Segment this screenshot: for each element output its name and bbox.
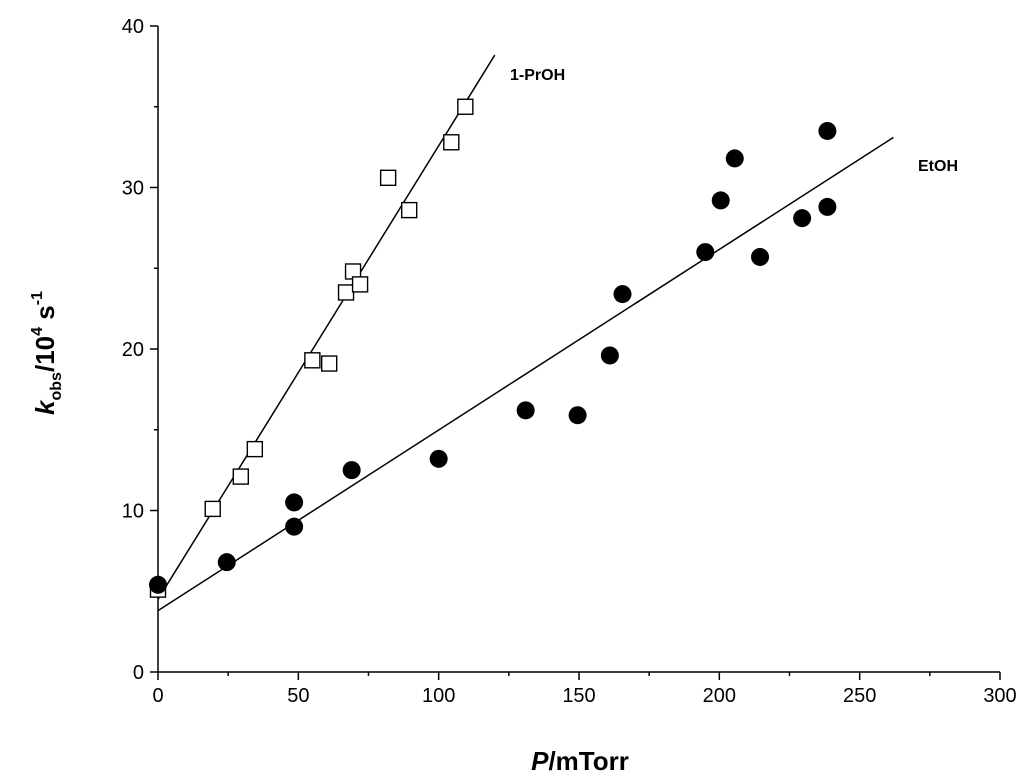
x-tick-label: 300: [983, 685, 1016, 707]
y-axis-title-exponent: 4: [29, 327, 46, 336]
y-axis-title-scale: /10: [30, 336, 60, 372]
fit-line-etoh: [157, 136, 894, 612]
data-point-etoh: [568, 406, 587, 425]
data-point-1-proh: [204, 500, 221, 518]
series-labels: 1-PrOH EtOH: [510, 67, 958, 175]
data-point-etoh: [818, 121, 837, 140]
data-point-etoh: [285, 493, 304, 512]
data-point-etoh: [711, 191, 730, 210]
data-point-1-proh: [246, 440, 264, 458]
data-point-etoh: [613, 285, 632, 304]
x-tick-label: 100: [422, 685, 455, 707]
axes: 0 50 100 150 200 250 300 0 10 20 30 40: [122, 16, 1017, 707]
x-axis-title-unit: /mTorr: [548, 746, 628, 776]
y-tick-label: 10: [122, 501, 144, 523]
data-point-1-proh: [443, 134, 460, 151]
y-tick-label: 0: [133, 662, 144, 684]
data-point-etoh: [696, 243, 715, 262]
data-point-1-proh: [379, 169, 397, 187]
y-tick-label: 20: [122, 339, 144, 361]
y-tick-label: 40: [122, 16, 144, 38]
y-axis-title: kobs/104 s-1: [29, 291, 65, 415]
data-point-etoh: [342, 461, 361, 480]
data-point-1-proh: [232, 468, 249, 485]
data-points: [149, 98, 837, 598]
y-axis-title-unit: s: [30, 305, 60, 327]
data-point-etoh: [818, 197, 837, 216]
data-point-1-proh: [457, 98, 474, 115]
data-point-etoh: [793, 209, 812, 228]
y-axis-title-symbol: k: [30, 399, 60, 415]
series-label-1-proh: 1-PrOH: [510, 67, 565, 84]
data-point-1-proh: [351, 276, 369, 293]
data-point-1-proh: [337, 284, 355, 301]
data-point-etoh: [751, 247, 770, 266]
series-label-etoh: EtOH: [918, 158, 958, 175]
x-tick-label: 200: [703, 685, 736, 707]
data-point-etoh: [217, 553, 236, 572]
data-point-etoh: [725, 149, 744, 168]
y-axis-title-subscript: obs: [48, 372, 65, 401]
x-axis-title-symbol: P: [531, 746, 549, 776]
data-point-etoh: [600, 346, 619, 365]
y-tick-label: 30: [122, 178, 144, 200]
x-tick-label: 250: [843, 685, 876, 707]
x-tick-label: 50: [287, 685, 309, 707]
data-point-etoh: [285, 517, 304, 536]
data-point-etoh: [516, 401, 535, 420]
x-tick-label: 150: [562, 685, 595, 707]
y-axis-title-unit-exponent: -1: [29, 291, 46, 305]
data-point-etoh: [149, 575, 167, 594]
x-tick-label: 0: [152, 685, 163, 707]
data-point-etoh: [429, 449, 448, 468]
x-axis-title: P/mTorr: [531, 746, 629, 776]
data-point-1-proh: [304, 352, 321, 369]
fit-lines: [157, 54, 894, 612]
data-point-1-proh: [321, 355, 338, 372]
data-point-1-proh: [400, 201, 418, 219]
